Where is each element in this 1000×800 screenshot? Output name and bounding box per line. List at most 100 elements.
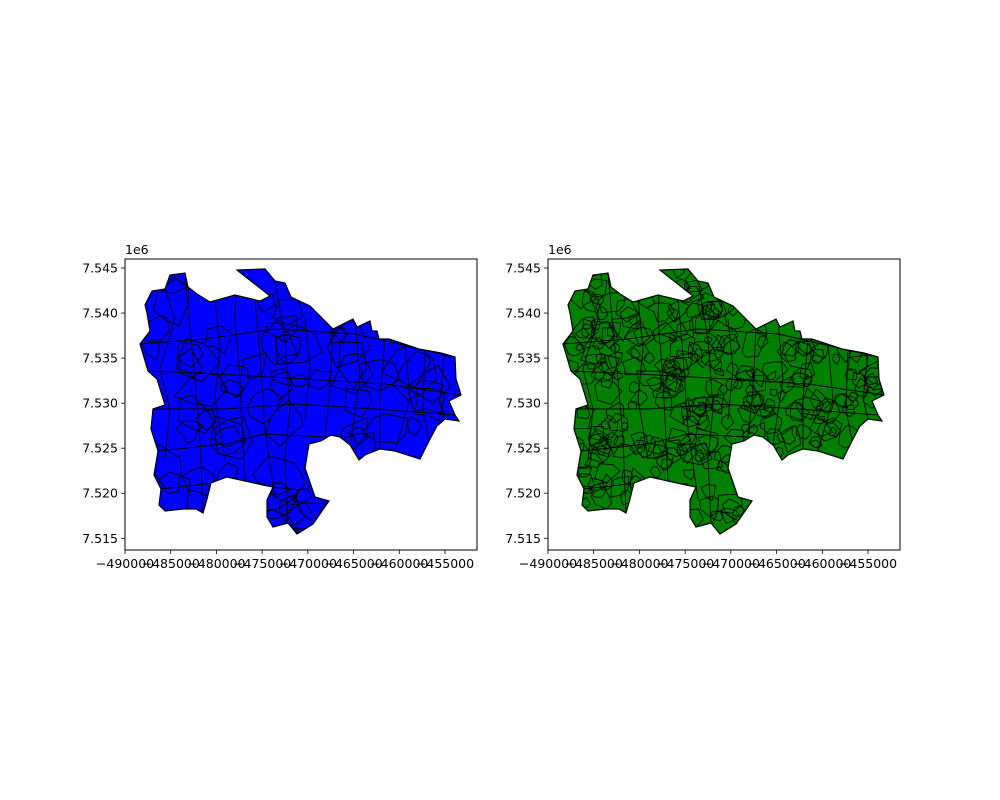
zone-polygon <box>676 319 695 342</box>
zone-polygon <box>610 475 630 498</box>
zone-polygon <box>776 425 796 446</box>
y-tick-label: 7.515 <box>82 531 118 546</box>
zone-polygon <box>659 373 684 397</box>
y-tick-label: 7.545 <box>505 261 541 276</box>
y-offset-label-left: 1e6 <box>125 242 149 257</box>
zone-polygon <box>795 424 812 440</box>
zone-polygon <box>705 378 723 398</box>
zone-polygon <box>582 316 596 330</box>
zone-polygon <box>704 300 728 319</box>
zone-polygon <box>720 336 741 355</box>
x-tick-label: −480000 <box>187 556 245 571</box>
zone-polygon <box>794 340 813 357</box>
x-tick-label: −490000 <box>519 556 577 571</box>
zone-polygon <box>695 414 710 432</box>
x-tick-label: −455000 <box>839 556 897 571</box>
zone-polygon <box>563 336 586 357</box>
zone-polygon <box>636 370 662 387</box>
zone-polygon <box>741 423 750 434</box>
boundary-line <box>140 328 456 358</box>
x-tick-label: −465000 <box>747 556 805 571</box>
boundary-line <box>147 370 461 396</box>
zone-polygon <box>361 413 408 444</box>
zone-polygon <box>709 359 723 373</box>
zone-polygon <box>600 354 621 377</box>
zone-polygon <box>677 432 698 453</box>
zone-polygon <box>213 416 253 460</box>
zone-polygon <box>251 455 308 504</box>
x-tick-label: −480000 <box>610 556 668 571</box>
boundary-line <box>845 348 853 442</box>
zone-polygon <box>694 443 714 462</box>
region-map-right <box>562 268 885 535</box>
zone-polygon <box>240 352 268 380</box>
zone-polygon <box>209 416 246 457</box>
zone-polygon <box>844 395 860 410</box>
zone-polygon <box>636 434 657 459</box>
zone-polygon <box>392 350 437 401</box>
zone-polygon <box>700 483 716 502</box>
zone-polygon <box>595 352 606 364</box>
x-tick-label: −475000 <box>656 556 714 571</box>
x-axis-right: −490000−485000−480000−475000−470000−4650… <box>519 550 897 571</box>
zone-polygon <box>247 387 284 424</box>
zone-polygon <box>763 397 776 413</box>
zone-polygon <box>809 439 823 449</box>
boundary-line <box>697 280 714 524</box>
boundary-line <box>727 318 734 420</box>
zone-polygon <box>719 507 740 524</box>
zone-polygon <box>269 367 292 387</box>
zone-polygon <box>629 389 648 406</box>
y-tick-label: 7.525 <box>505 441 541 456</box>
zone-polygon <box>176 347 204 379</box>
zone-polygon <box>777 390 787 403</box>
zone-polygon <box>666 447 683 464</box>
zone-polygon <box>605 401 625 424</box>
zone-polygon <box>576 467 592 478</box>
zone-polygon <box>797 335 816 356</box>
zone-polygon <box>752 393 765 409</box>
region-boundaries <box>563 269 884 534</box>
zone-polygon <box>709 399 723 415</box>
zone-polygon <box>338 341 368 390</box>
zone-polygon <box>594 463 621 484</box>
zone-polygon <box>691 395 715 418</box>
zone-polygon <box>676 442 689 457</box>
zone-polygon <box>689 312 711 335</box>
zone-polygon <box>689 426 719 454</box>
y-tick-label: 7.525 <box>82 441 118 456</box>
zone-polygon <box>682 442 713 466</box>
zone-polygon <box>587 477 605 491</box>
zone-polygon <box>347 427 365 445</box>
zone-polygon <box>776 341 796 363</box>
boundary-line <box>214 298 226 460</box>
zone-polygon <box>152 277 190 327</box>
zone-polygon <box>816 400 841 424</box>
zone-polygon <box>693 348 712 369</box>
zone-polygon <box>177 342 204 368</box>
zone-polygon <box>212 425 244 448</box>
zone-polygon <box>628 381 641 393</box>
zone-polygon <box>596 438 612 458</box>
boundary-line <box>563 328 879 358</box>
boundary-line <box>379 338 386 449</box>
zone-polygon <box>597 304 609 321</box>
boundary-line <box>274 280 291 524</box>
x-tick-label: −490000 <box>96 556 154 571</box>
zone-polygon <box>272 297 304 326</box>
zone-polygon <box>699 496 719 518</box>
axes-frame-left <box>124 258 478 551</box>
boundary-line <box>254 298 276 500</box>
zone-polygon <box>780 424 801 454</box>
zone-polygon <box>709 300 724 318</box>
zone-polygon <box>721 413 735 431</box>
zone-polygon <box>588 440 614 464</box>
zone-polygon <box>681 405 691 421</box>
zone-polygon <box>819 397 834 414</box>
zone-polygon <box>330 323 348 344</box>
zone-polygon <box>581 290 600 313</box>
boundary-line <box>157 433 326 452</box>
zone-polygon <box>334 326 346 346</box>
zone-polygon <box>663 439 686 457</box>
